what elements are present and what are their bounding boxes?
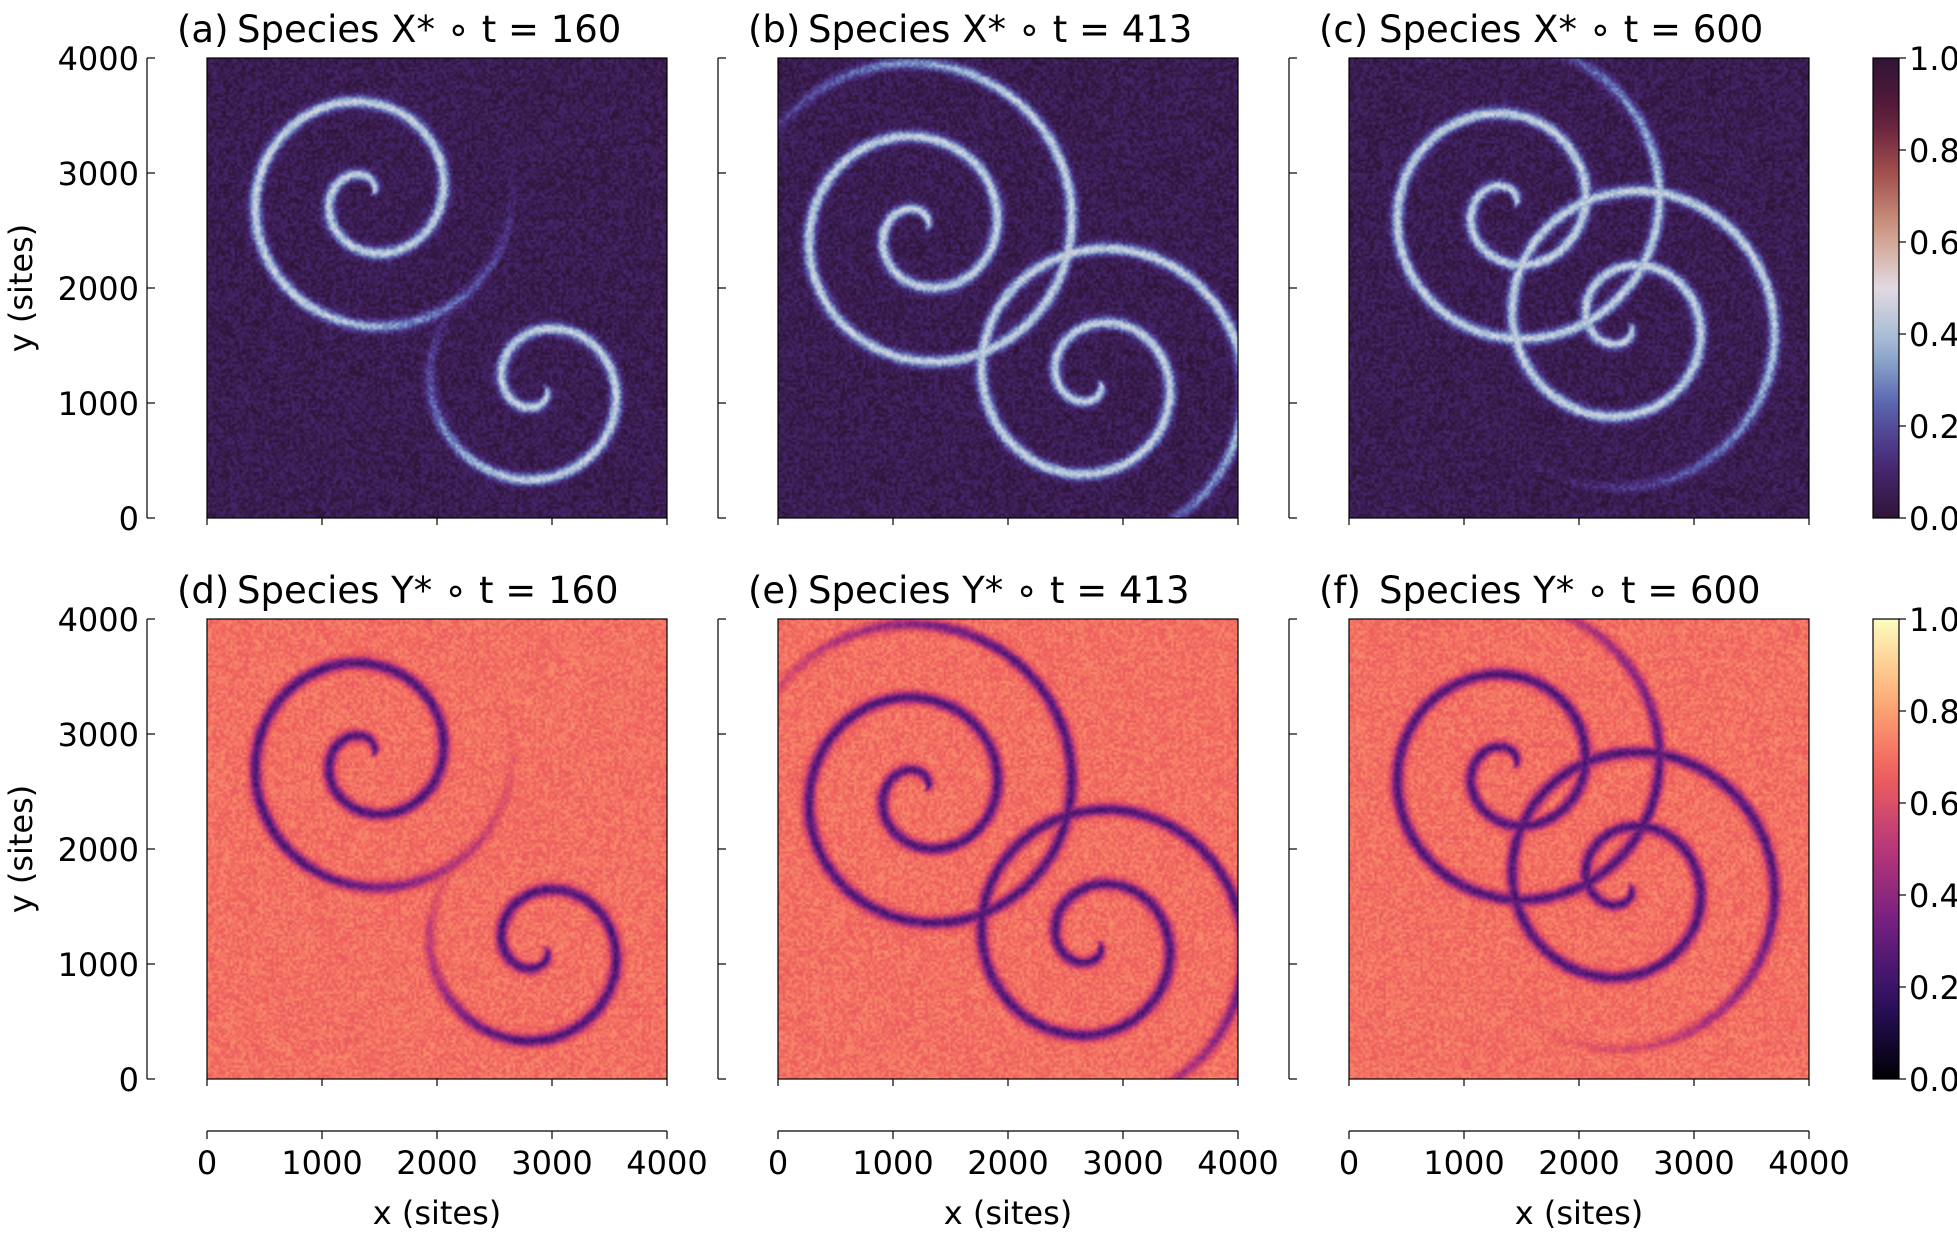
xtick-label: 3000 — [511, 1144, 592, 1182]
colorbar-tick-label: 0.6 — [1909, 785, 1957, 823]
xtick-label: 1000 — [1423, 1144, 1504, 1182]
colorbar-tick-label: 1.0 — [1909, 601, 1957, 639]
xtick-label: 2000 — [967, 1144, 1048, 1182]
xtick-label: 3000 — [1082, 1144, 1163, 1182]
xtick-label: 4000 — [626, 1144, 707, 1182]
colorbar-tick-label: 0.8 — [1909, 693, 1957, 731]
ytick-label: 3000 — [58, 155, 139, 193]
heatmap-image — [778, 619, 1238, 1079]
panel-a: (a) Species X* ∘ t = 160 0 1000 2000 3000 4000… — [2, 8, 668, 538]
colorbar-tick-label: 0.2 — [1909, 969, 1957, 1007]
colorbar-tick-label: 0.0 — [1909, 1061, 1957, 1099]
ytick-label: 4000 — [58, 601, 139, 639]
ytick-label: 1000 — [58, 385, 139, 423]
ytick-label: 0 — [119, 500, 139, 538]
ytick-label: 1000 — [58, 946, 139, 984]
heatmap-image — [207, 619, 667, 1079]
ytick-label: 0 — [119, 1061, 139, 1099]
heatmap-image — [207, 58, 667, 518]
colorbar: 0.0 0.2 0.4 0.6 0.8 1.0 — [1872, 40, 1957, 538]
colorbar-tick-label: 0.4 — [1909, 877, 1957, 915]
panel-f: (f) Species Y* ∘ t = 600 0 1000 2000 3000 4000… — [1288, 569, 1957, 1232]
panel-label: (b) — [748, 8, 800, 51]
xtick-label: 2000 — [396, 1144, 477, 1182]
xtick-label: 1000 — [852, 1144, 933, 1182]
xtick-label: 4000 — [1768, 1144, 1849, 1182]
colorbar-tick-label: 1.0 — [1909, 40, 1957, 78]
ytick-label: 2000 — [58, 270, 139, 308]
colorbar-tick-label: 0.6 — [1909, 224, 1957, 262]
colorbar-tick-label: 0.8 — [1909, 132, 1957, 170]
xtick-label: 0 — [1339, 1144, 1359, 1182]
panel-title: Species X* ∘ t = 160 — [237, 8, 621, 51]
heatmap-image — [1349, 619, 1809, 1079]
colorbar-tick-label: 0.0 — [1909, 500, 1957, 538]
panel-title: Species Y* ∘ t = 600 — [1379, 569, 1761, 612]
xtick-label: 4000 — [1197, 1144, 1278, 1182]
xtick-label: 2000 — [1538, 1144, 1619, 1182]
xtick-label: 1000 — [281, 1144, 362, 1182]
x-axis-label: x (sites) — [944, 1194, 1073, 1232]
panel-c: (c) Species X* ∘ t = 600 0.0 0.2 0.4 0.6 0.8 1.… — [1288, 8, 1957, 538]
y-axis-label: y (sites) — [2, 785, 40, 914]
panel-e: (e) Species Y* ∘ t = 413 0 1000 2000 3000 4000… — [717, 569, 1279, 1232]
x-axis-label: x (sites) — [1515, 1194, 1644, 1232]
colorbar-gradient — [1872, 57, 1900, 519]
panel-title: Species Y* ∘ t = 413 — [808, 569, 1190, 612]
colorbar-tick-label: 0.4 — [1909, 316, 1957, 354]
heatmap-image — [1349, 58, 1809, 518]
colorbar-gradient — [1872, 618, 1900, 1080]
panel-b: (b) Species X* ∘ t = 413 — [717, 8, 1239, 525]
panel-title: Species X* ∘ t = 413 — [808, 8, 1192, 51]
y-axis-label: y (sites) — [2, 224, 40, 353]
ytick-label: 3000 — [58, 716, 139, 754]
panel-label: (d) — [177, 569, 229, 612]
x-axis-label: x (sites) — [373, 1194, 502, 1232]
colorbar-tick-label: 0.2 — [1909, 408, 1957, 446]
xtick-label: 0 — [197, 1144, 217, 1182]
panel-title: Species Y* ∘ t = 160 — [237, 569, 619, 612]
panel-d: (d) Species Y* ∘ t = 160 0 1000 2000 3000 4000… — [2, 569, 708, 1232]
ytick-label: 2000 — [58, 831, 139, 869]
xtick-label: 3000 — [1653, 1144, 1734, 1182]
heatmap-image — [778, 58, 1238, 518]
xtick-label: 0 — [768, 1144, 788, 1182]
panel-label: (a) — [177, 8, 229, 51]
panel-label: (c) — [1319, 8, 1368, 51]
ytick-label: 4000 — [58, 40, 139, 78]
panel-title: Species X* ∘ t = 600 — [1379, 8, 1763, 51]
colorbar: 0.0 0.2 0.4 0.6 0.8 1.0 — [1872, 601, 1957, 1099]
panel-label: (e) — [748, 569, 800, 612]
panel-label: (f) — [1319, 569, 1361, 612]
